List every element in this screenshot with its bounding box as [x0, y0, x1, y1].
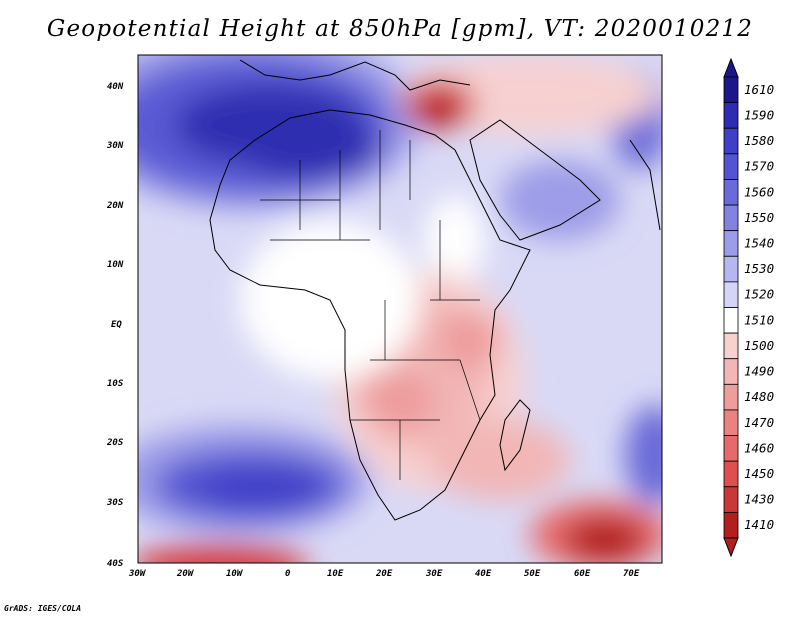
colorbar-label: 1500 [744, 338, 774, 353]
lon-label: 70E [623, 569, 640, 579]
colorbar-swatch [723, 76, 739, 104]
europe-coastline [239, 59, 471, 91]
lon-axis: 30W 20W 10W 0 10E 20E 30E 40E 50E 60E 70… [128, 569, 640, 579]
lat-label: 30S [106, 498, 124, 508]
madagascar-coastline [499, 399, 531, 472]
lat-label: 40N [107, 82, 124, 92]
colorbar-swatch [723, 204, 739, 232]
lat-label: 10N [107, 260, 124, 270]
colorbar-label: 1590 [744, 107, 774, 122]
lon-label: 20W [176, 569, 195, 579]
colorbar-swatch [723, 409, 739, 436]
lon-label: 20E [375, 569, 393, 579]
colorbar-swatch [723, 486, 739, 513]
colorbar-label: 1410 [744, 517, 774, 532]
colorbar-label: 1460 [744, 440, 774, 455]
colorbar-swatch [723, 435, 739, 462]
colorbar-swatch [723, 460, 739, 488]
colorbar-swatch [723, 281, 739, 308]
lat-axis: 40N 30N 20N 10N EQ 10S 20S 30S 40S [106, 82, 124, 569]
colorbar-label: 1610 [744, 82, 774, 97]
colorbar-label: 1480 [744, 389, 774, 404]
map-title: Geopotential Height at 850hPa [gpm], VT:… [46, 16, 754, 42]
colorbar-arrow-top [723, 57, 739, 78]
colorbar-label: 1450 [744, 466, 774, 481]
lat-label: 20S [106, 438, 124, 448]
arabia-coastline [469, 119, 601, 241]
colorbar-swatch [723, 102, 739, 129]
colorbar-label: 1560 [744, 184, 774, 199]
colorbar-label: 1490 [744, 364, 774, 379]
lat-label: 20N [106, 201, 124, 211]
coastlines [209, 59, 661, 521]
colorbar-swatch [723, 179, 739, 206]
lon-label: 40E [475, 569, 492, 579]
colorbar-label: 1570 [744, 159, 774, 174]
colorbar-swatch [723, 230, 739, 257]
lon-label: 30E [425, 569, 443, 579]
credit-label: GrADS: IGES/COLA [4, 604, 82, 613]
colorbar-swatch [723, 127, 739, 155]
colorbar-label: 1520 [744, 287, 774, 302]
lon-label: 10W [226, 569, 244, 579]
colorbar-swatch [723, 307, 739, 334]
colorbar-label: 1550 [744, 210, 774, 225]
colorbar: 1610 1590 1580 1570 1560 1550 1540 1530 1520 1510… [723, 57, 774, 558]
colorbar-label: 1430 [744, 492, 774, 507]
lon-label: 60E [574, 569, 591, 579]
colorbar-label: 1580 [744, 133, 774, 148]
colorbar-label: 1530 [744, 261, 774, 276]
colorbar-label: 1470 [744, 415, 774, 430]
colorbar-swatch [723, 255, 739, 283]
colorbar-swatch [723, 511, 739, 539]
colorbar-swatch [723, 332, 739, 360]
plot-frame [137, 54, 663, 564]
lon-label: 10E [327, 569, 344, 579]
lon-label: 30W [128, 569, 147, 579]
lat-label: 40S [107, 559, 124, 569]
colorbar-swatch [723, 358, 739, 385]
lat-label: EQ [111, 320, 122, 330]
internal-borders [260, 130, 481, 480]
lon-label: 50E [524, 569, 541, 579]
africa-coastline [209, 109, 531, 521]
colorbar-arrow-bottom [723, 537, 739, 558]
colorbar-swatch [723, 383, 739, 411]
lat-label: 10S [107, 379, 124, 389]
colorbar-swatch [723, 153, 739, 180]
colorbar-label: 1540 [744, 235, 774, 250]
india-coastline [629, 139, 661, 231]
colorbar-label: 1510 [744, 312, 774, 327]
lat-label: 30N [106, 141, 124, 151]
lon-label: 0 [285, 569, 291, 579]
